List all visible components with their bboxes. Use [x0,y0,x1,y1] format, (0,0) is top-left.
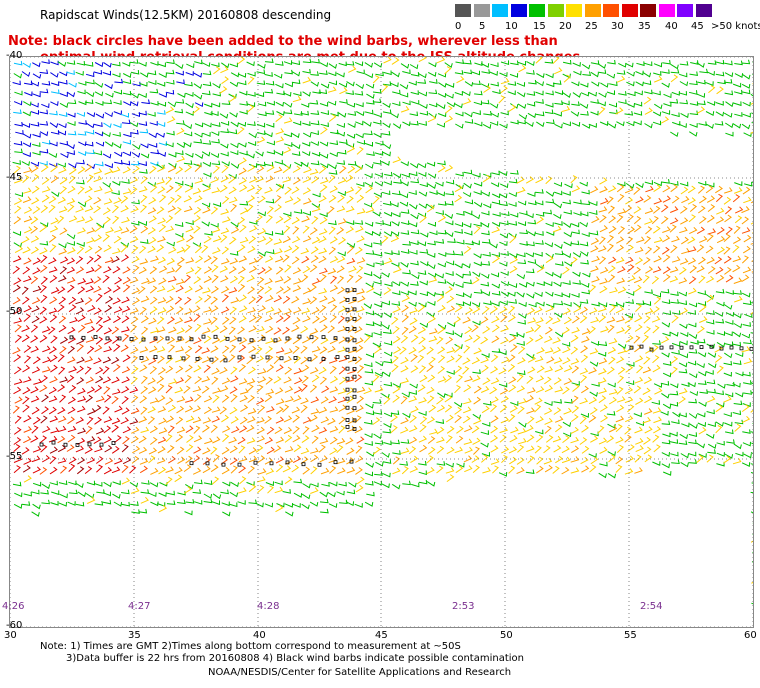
legend-swatch [658,4,675,17]
wind-barb-canvas [10,57,753,627]
legend-swatch [621,4,638,17]
time-label: 4:26 [2,601,25,612]
legend-tick-label: 20 [559,21,572,32]
legend-swatch [492,4,508,17]
latitude-label: -55 [6,451,23,462]
latitude-label: -40 [6,50,23,61]
wind-barb-map[interactable] [9,56,754,628]
latitude-label: -50 [6,306,23,317]
time-label: 2:54 [640,601,663,612]
legend-swatch [510,4,527,17]
time-label: 4:27 [128,601,151,612]
legend-swatch [566,4,582,17]
legend-swatch [584,4,601,17]
legend-swatch [529,4,545,17]
note-line-1: Note: black circles have been added to t… [8,34,558,49]
latitude-label: -60 [6,620,23,631]
legend-swatch [547,4,564,17]
longitude-label: 40 [253,630,266,641]
time-label: 2:53 [452,601,475,612]
longitude-label: 30 [4,630,17,641]
legend-tick-label: 15 [533,21,546,32]
legend-tick-label: 40 [665,21,678,32]
longitude-label: 55 [624,630,637,641]
legend-swatch [677,4,693,17]
legend-tick-label: 45 [691,21,704,32]
legend-tick-label: 10 [505,21,518,32]
legend-tick-label: 35 [638,21,651,32]
legend-swatch [473,4,490,17]
legend-swatch [603,4,619,17]
legend-swatch [695,4,712,17]
legend-tick-label: 25 [585,21,598,32]
longitude-label: 60 [744,630,757,641]
footer-credit: NOAA/NESDIS/Center for Satellite Applica… [208,667,512,678]
time-label: 4:28 [257,601,280,612]
legend-tick-label: 5 [479,21,486,32]
legend-swatch [640,4,656,17]
longitude-label: 35 [128,630,141,641]
legend-tick-label: 0 [455,21,462,32]
legend-tick-label: 30 [611,21,624,32]
legend-tick-label: >50 knots [711,21,760,32]
latitude-label: -45 [6,172,23,183]
map-title: Rapidscat Winds(12.5KM) 20160808 descend… [40,8,332,22]
longitude-label: 50 [500,630,513,641]
footer-note-2: 3)Data buffer is 22 hrs from 20160808 4)… [66,653,524,664]
legend-swatch [455,4,471,17]
footer-note-1: Note: 1) Times are GMT 2)Times along bot… [40,641,461,652]
longitude-label: 45 [375,630,388,641]
